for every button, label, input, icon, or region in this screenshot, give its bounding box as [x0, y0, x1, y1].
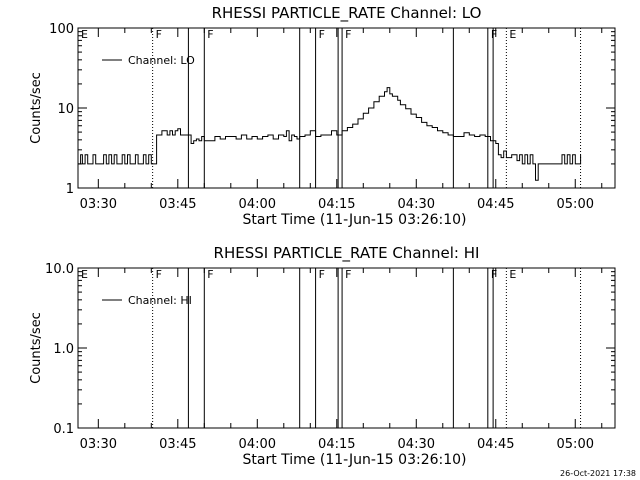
y-tick-label: 10 [57, 102, 74, 117]
flag-label: E [509, 268, 516, 281]
x-tick-label: 04:15 [318, 437, 355, 452]
y-tick-label: 0.1 [53, 422, 74, 437]
x-tick-label: 03:45 [159, 437, 196, 452]
x-tick-label: 04:15 [318, 197, 355, 212]
y-tick-label: 10.0 [45, 262, 74, 277]
x-tick-label: 05:00 [557, 437, 594, 452]
flag-label: F [345, 28, 351, 41]
y-axis-label: Counts/sec [29, 72, 44, 144]
x-axis-label: Start Time (11-Jun-15 03:26:10) [243, 452, 467, 468]
x-tick-label: 04:30 [398, 197, 435, 212]
x-tick-label: 05:00 [557, 197, 594, 212]
x-tick-label: 03:45 [159, 197, 196, 212]
y-tick-label: 100 [49, 22, 74, 37]
legend-entry: Channel: LO [128, 54, 195, 67]
flag-label: E [81, 28, 88, 41]
x-tick-label: 03:30 [80, 197, 117, 212]
flag-label: F [207, 28, 213, 41]
flag-label: F [345, 268, 351, 281]
flag-label: F [207, 268, 213, 281]
plot-frame [77, 267, 616, 429]
flag-label: F [491, 28, 497, 41]
x-tick-label: 04:45 [477, 437, 514, 452]
flag-label: E [509, 28, 516, 41]
x-tick-label: 04:45 [477, 197, 514, 212]
x-tick-label: 04:30 [398, 437, 435, 452]
flag-label: F [319, 28, 325, 41]
x-tick-label: 04:00 [239, 197, 276, 212]
flag-label: F [491, 268, 497, 281]
x-tick-label: 03:30 [80, 437, 117, 452]
y-axis-label: Counts/sec [29, 312, 44, 384]
legend-entry: Channel: HI [128, 294, 192, 307]
y-tick-label: 1 [66, 182, 74, 197]
flag-label: F [319, 268, 325, 281]
y-tick-label: 1.0 [53, 342, 74, 357]
chart-title: RHESSI PARTICLE_RATE Channel: LO [212, 4, 482, 23]
panel-lo: RHESSI PARTICLE_RATE Channel: LO 1 10 100 03… [29, 4, 616, 228]
x-tick-label: 04:00 [239, 437, 276, 452]
panel-hi: RHESSI PARTICLE_RATE Channel: HI 0.1 1.0 10… [29, 244, 616, 468]
flag-label: E [81, 268, 88, 281]
footer-timestamp: 26-Oct-2021 17:38 [560, 469, 636, 478]
flag-label: F [156, 268, 162, 281]
series-line [78, 87, 582, 181]
x-axis-label: Start Time (11-Jun-15 03:26:10) [243, 212, 467, 228]
flag-label: F [156, 28, 162, 41]
chart-title: RHESSI PARTICLE_RATE Channel: HI [214, 244, 480, 263]
